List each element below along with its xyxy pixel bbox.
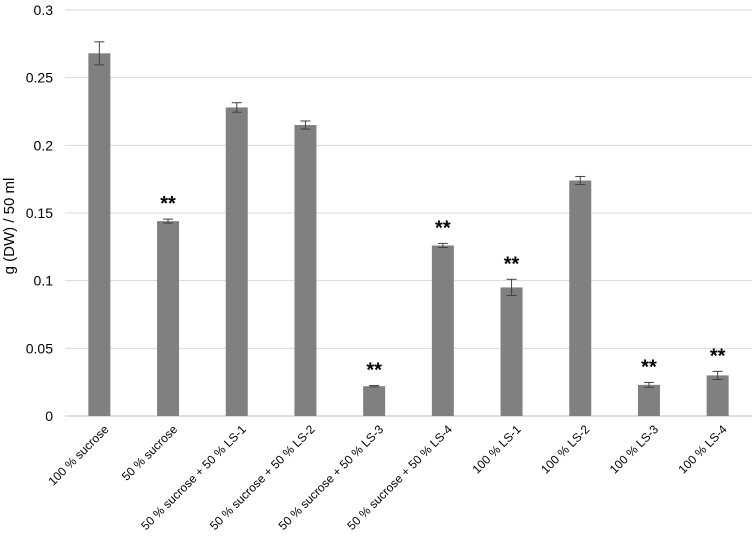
bar [225, 107, 248, 416]
y-tick-label: 0.1 [34, 273, 54, 289]
error-bar [369, 385, 380, 388]
error-bar [643, 381, 654, 388]
bar [431, 245, 454, 416]
y-tick-label: 0.25 [26, 70, 53, 86]
y-tick-label: 0 [45, 408, 53, 424]
error-bar [94, 41, 105, 66]
significance-marker: ** [504, 253, 520, 275]
gridlines [65, 9, 752, 417]
significance-marker: ** [641, 356, 657, 378]
significance-marker: ** [710, 345, 726, 367]
x-tick-label: 100 % sucrose [45, 422, 111, 488]
bar [706, 375, 729, 416]
bar [569, 180, 592, 416]
bar [637, 384, 660, 416]
error-bar [506, 278, 517, 297]
significance-markers: ** ** ** ** ** ** [160, 193, 725, 381]
y-tick-label: 0.2 [34, 137, 54, 153]
x-tick-label: 100 % LS-1 [469, 422, 523, 476]
error-bars [94, 41, 723, 388]
significance-marker: ** [435, 217, 451, 239]
error-bar [437, 242, 448, 249]
x-tick-label: 50 % sucrose [119, 422, 181, 484]
error-bar [163, 218, 174, 224]
y-axis-tick-labels: 0 0.05 0.1 0.15 0.2 0.25 0.3 [26, 2, 53, 424]
bar [157, 221, 180, 416]
error-bar [231, 102, 242, 113]
x-tick-label: 100 % LS-3 [607, 422, 661, 476]
bar [294, 125, 317, 417]
bar [500, 287, 523, 416]
error-bar [712, 370, 723, 380]
x-tick-label: 100 % LS-4 [676, 422, 730, 476]
y-tick-label: 0.05 [26, 340, 53, 356]
y-axis-label: g (DW) / 50 ml [1, 178, 18, 275]
y-tick-label: 0.15 [26, 205, 53, 221]
error-bar [300, 120, 311, 130]
bar [88, 53, 111, 416]
error-bar [575, 175, 586, 186]
x-tick-label: 100 % LS-2 [538, 422, 592, 476]
significance-marker: ** [366, 360, 382, 382]
y-tick-label: 0.3 [34, 2, 54, 18]
bars [88, 53, 729, 417]
bar [363, 386, 386, 416]
significance-marker: ** [160, 193, 176, 215]
